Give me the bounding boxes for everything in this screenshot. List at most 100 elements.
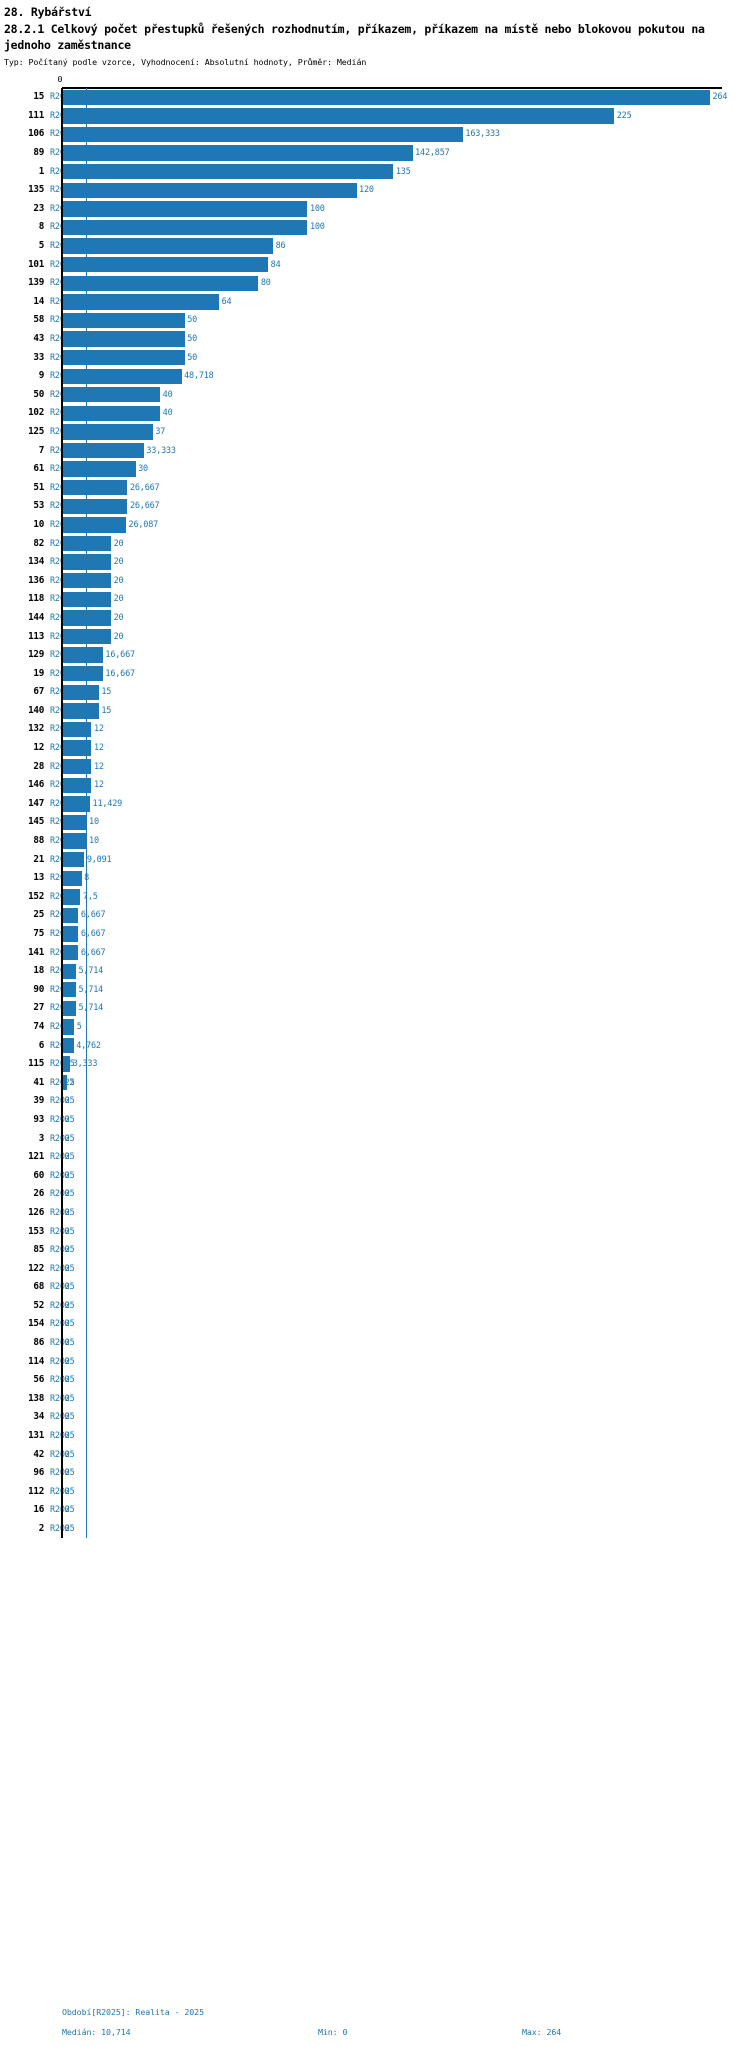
bar[interactable] [62, 498, 128, 515]
bar-row[interactable]: 125R202537 [0, 423, 750, 442]
bar[interactable] [62, 126, 463, 143]
bar[interactable] [62, 889, 81, 905]
bar-row[interactable]: 50R202540 [0, 386, 750, 405]
bar[interactable] [62, 294, 220, 310]
bar-row[interactable]: 93R20250 [0, 1111, 750, 1130]
bar-row[interactable]: 3R20250 [0, 1129, 750, 1148]
bar-row[interactable]: 121R20250 [0, 1148, 750, 1167]
bar[interactable] [62, 442, 144, 459]
bar[interactable] [62, 275, 259, 291]
bar[interactable] [62, 1000, 77, 1017]
bar-row[interactable]: 75R20256,667 [0, 925, 750, 944]
bar[interactable] [62, 238, 274, 254]
bar[interactable] [62, 684, 99, 700]
bar-row[interactable]: 126R20250 [0, 1204, 750, 1223]
bar-row[interactable]: 67R202515 [0, 683, 750, 702]
bar-row[interactable]: 14R202564 [0, 293, 750, 312]
bar[interactable] [62, 331, 185, 347]
bar-row[interactable]: 12R202512 [0, 739, 750, 758]
bar[interactable] [62, 349, 185, 366]
bar[interactable] [62, 163, 394, 180]
bar-row[interactable]: 122R20250 [0, 1259, 750, 1278]
bar-row[interactable]: 26R20250 [0, 1185, 750, 1204]
bar[interactable] [62, 312, 185, 329]
bar-row[interactable]: 82R202520 [0, 534, 750, 553]
bar[interactable] [62, 907, 79, 924]
bar-row[interactable]: 101R202584 [0, 255, 750, 274]
bar-row[interactable]: 86R20250 [0, 1334, 750, 1353]
bar-row[interactable]: 131R20250 [0, 1427, 750, 1446]
bar[interactable] [62, 1019, 75, 1035]
bar-row[interactable]: 106R2025163,333 [0, 125, 750, 144]
bar-row[interactable]: 41R20252 [0, 1073, 750, 1092]
bar-row[interactable]: 43R202550 [0, 330, 750, 349]
bar-row[interactable]: 16R20250 [0, 1501, 750, 1520]
bar-row[interactable]: 15R2025264 [0, 88, 750, 107]
bar-row[interactable]: 102R202540 [0, 404, 750, 423]
bar[interactable] [62, 424, 153, 440]
bar-row[interactable]: 21R20259,091 [0, 850, 750, 869]
bar[interactable] [62, 721, 92, 738]
bar[interactable] [62, 145, 413, 161]
bar[interactable] [62, 796, 91, 812]
bar[interactable] [62, 108, 615, 124]
bar-row[interactable]: 39R20250 [0, 1092, 750, 1111]
bar[interactable] [62, 851, 85, 868]
bar-row[interactable]: 144R202520 [0, 609, 750, 628]
bar-row[interactable]: 85R20250 [0, 1241, 750, 1260]
bar-row[interactable]: 28R202512 [0, 757, 750, 776]
bar-row[interactable]: 13R20258 [0, 869, 750, 888]
bar-row[interactable]: 19R202516,667 [0, 664, 750, 683]
bar-row[interactable]: 154R20250 [0, 1315, 750, 1334]
bar[interactable] [62, 256, 269, 273]
bar[interactable] [62, 535, 112, 552]
bar-row[interactable]: 112R20250 [0, 1483, 750, 1502]
bar-row[interactable]: 134R202520 [0, 553, 750, 572]
bar-row[interactable]: 25R20256,667 [0, 906, 750, 925]
bar-row[interactable]: 10R202526,087 [0, 516, 750, 535]
bar-row[interactable]: 2R20250 [0, 1520, 750, 1539]
bar[interactable] [62, 1056, 71, 1072]
bar[interactable] [62, 387, 161, 403]
bar-row[interactable]: 139R202580 [0, 274, 750, 293]
bar-row[interactable]: 114R20250 [0, 1352, 750, 1371]
bar[interactable] [62, 182, 357, 198]
bar-row[interactable]: 96R20250 [0, 1464, 750, 1483]
bar-row[interactable]: 27R20255,714 [0, 999, 750, 1018]
bar[interactable] [62, 963, 77, 979]
bar-row[interactable]: 51R202526,667 [0, 478, 750, 497]
bar-row[interactable]: 8R2025100 [0, 218, 750, 237]
bar-row[interactable]: 68R20250 [0, 1278, 750, 1297]
bar-row[interactable]: 90R20255,714 [0, 981, 750, 1000]
bar[interactable] [62, 944, 79, 961]
bar[interactable] [62, 461, 136, 477]
bar[interactable] [62, 758, 92, 775]
bar-row[interactable]: 118R202520 [0, 590, 750, 609]
bar-row[interactable]: 136R202520 [0, 571, 750, 590]
bar-row[interactable]: 145R202510 [0, 813, 750, 832]
bar-row[interactable]: 9R202548,718 [0, 367, 750, 386]
bar-row[interactable]: 152R20257,5 [0, 888, 750, 907]
bar-row[interactable]: 61R202530 [0, 460, 750, 479]
bar[interactable] [62, 517, 127, 533]
bar-row[interactable]: 23R2025100 [0, 200, 750, 219]
bar[interactable] [62, 368, 182, 384]
bar[interactable] [62, 982, 77, 998]
bar-row[interactable]: 89R2025142,857 [0, 144, 750, 163]
bar[interactable] [62, 628, 112, 645]
bar-row[interactable]: 58R202550 [0, 311, 750, 330]
bar[interactable] [62, 219, 308, 236]
bar[interactable] [62, 647, 103, 663]
bar[interactable] [62, 666, 103, 682]
bar-row[interactable]: 5R202586 [0, 237, 750, 256]
bar-row[interactable]: 115R20253,333 [0, 1055, 750, 1074]
bar-row[interactable]: 146R202512 [0, 776, 750, 795]
bar-row[interactable]: 153R20250 [0, 1222, 750, 1241]
bar-row[interactable]: 138R20250 [0, 1390, 750, 1409]
bar[interactable] [62, 89, 710, 105]
bar-row[interactable]: 18R20255,714 [0, 962, 750, 981]
bar-row[interactable]: 33R202550 [0, 348, 750, 367]
bar-row[interactable]: 1R2025135 [0, 162, 750, 181]
bar-row[interactable]: 140R202515 [0, 702, 750, 721]
bar-row[interactable]: 53R202526,667 [0, 497, 750, 516]
